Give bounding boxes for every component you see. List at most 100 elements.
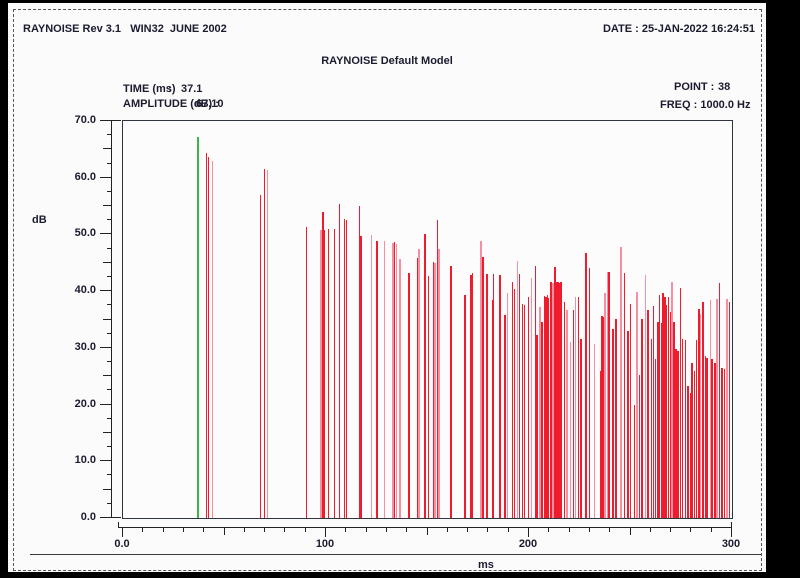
impulse-spike [615,318,617,518]
impulse-spike [669,312,672,518]
x-ruler-cap [118,522,119,528]
impulse-spike [601,315,603,518]
impulse-spike [658,295,661,518]
impulse-spike [588,267,591,518]
impulse-spike [523,304,526,518]
x-axis-labels: 0.0 100 200 300 [114,538,740,552]
x-tick [284,528,286,532]
impulse-spike [556,281,558,518]
time-cursor-line[interactable] [197,137,200,518]
impulse-spike [585,252,587,518]
impulse-spike [492,274,495,518]
y-tick [107,190,111,192]
x-tick [670,528,672,532]
impulse-spike [521,303,524,518]
impulse-spike [499,275,501,518]
impulse-spike [546,295,549,518]
impulse-spike [527,296,530,518]
impulse-spike [644,274,647,518]
point-label: POINT : [674,81,715,93]
x-tick [467,528,469,532]
x-tick [182,528,184,532]
impulse-spike [438,249,440,518]
y-tick-label: 40.0 [74,284,96,297]
raynoise-page: RAYNOISE Rev 3.1 WIN32 JUNE 2002 DATE : … [8,3,766,572]
impulse-spike [320,229,322,518]
impulse-spike [323,229,325,518]
impulse-spike [471,273,474,518]
impulse-spike [530,278,533,518]
impulse-spike [577,296,580,518]
y-tick [107,446,111,448]
app-version-text: RAYNOISE Rev 3.1 WIN32 JUNE 2002 [23,23,227,35]
amplitude-value: 67.10 [196,98,224,110]
freq-label: FREQ : 1000.0 Hz [660,99,751,111]
impulse-spike [723,369,726,518]
x-tick-label: 0.0 [114,538,130,550]
plot-area[interactable] [122,120,733,519]
impulse-spike [557,281,560,518]
impulse-spike [695,340,698,518]
impulse-spike [726,298,728,518]
impulse-spike [464,294,466,518]
impulse-spike [721,367,723,518]
impulse-spike [376,240,378,518]
impulse-spike [432,261,435,518]
x-tick [528,528,529,537]
impulse-spike [569,342,571,518]
y-tick-label: 20.0 [74,397,96,410]
x-axis-unit-label: ms [478,559,494,571]
impulse-spike [550,281,552,518]
y-tick-label: 10.0 [74,454,96,467]
impulse-spike [650,338,652,518]
x-ruler-cap [731,522,732,528]
impulse-spike [358,206,361,518]
impulse-spike [563,301,566,518]
impulse-spike [305,227,308,518]
impulse-spike [470,274,472,518]
impulse-spike [699,313,702,518]
y-tick-label: 50.0 [74,227,96,240]
x-tick [162,528,164,532]
impulse-spike [424,233,426,518]
y-tick-label: 60.0 [74,170,96,183]
impulse-spike [657,322,659,518]
y-tick [103,148,111,150]
impulse-spike [718,283,720,518]
impulse-spike [491,299,494,518]
impulse-spike [560,282,562,518]
impulse-spike [728,301,731,518]
impulse-spike [627,330,629,518]
impulse-spike [539,307,541,518]
x-tick [385,528,387,532]
y-tick [103,261,111,263]
impulse-spike [395,243,398,518]
impulse-spike [370,235,373,518]
impulse-spike [486,274,488,518]
impulse-spike [629,303,632,518]
impulse-spike [574,296,577,518]
impulse-spike [602,316,605,518]
y-axis-unit-label: dB [32,214,47,226]
x-tick [690,528,692,532]
y-tick [100,460,111,462]
impulse-spike [607,272,609,518]
impulse-spike [662,293,664,518]
impulse-spike [633,404,636,518]
date-text: DATE : 25-JAN-2022 16:24:51 [602,23,755,35]
y-tick [107,389,111,391]
impulse-spike [684,340,687,518]
impulse-spike [322,211,324,518]
impulse-spike [681,338,684,518]
x-tick [243,528,245,532]
y-tick [107,304,111,306]
impulse-spike [612,328,614,518]
impulse-spike [392,242,394,518]
impulse-spike [333,228,336,518]
x-axis-ruler [118,522,732,540]
impulse-spike [427,276,430,518]
impulse-spike [516,261,519,518]
y-tick-label: 70.0 [74,114,96,126]
x-tick [629,528,631,535]
impulse-spike [599,370,602,518]
